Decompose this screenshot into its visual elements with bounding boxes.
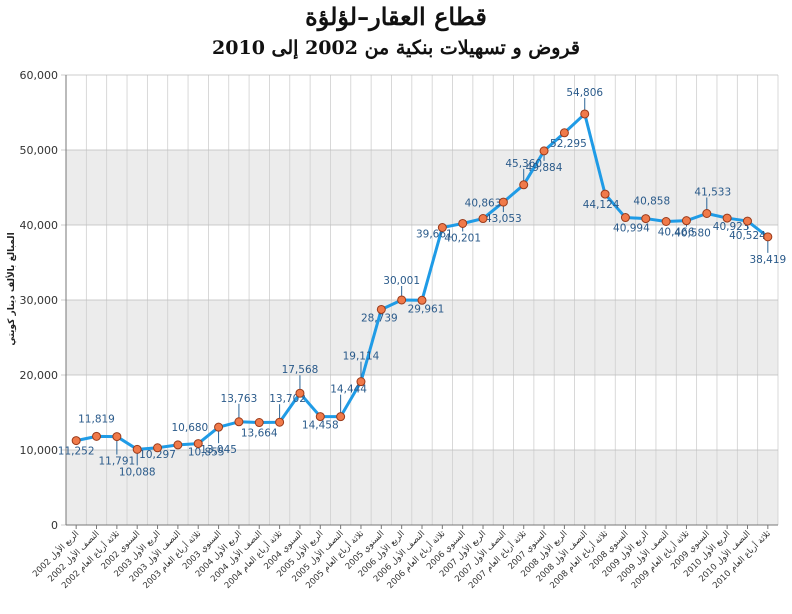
data-point: [478, 214, 488, 224]
data-point: [661, 217, 671, 227]
data-point: [498, 197, 508, 207]
data-label: 11,252: [58, 446, 95, 458]
data-point: [315, 412, 325, 422]
data-label: 19,114: [343, 351, 380, 363]
data-label: 13,664: [241, 428, 278, 440]
data-point: [193, 439, 203, 449]
data-label: 13,045: [200, 444, 237, 456]
data-point: [519, 180, 529, 190]
y-tick-label: 20,000: [20, 369, 59, 382]
data-label: 10,088: [119, 466, 156, 478]
chart-subtitle: قروض و تسهيلات بنكية من 2002 إلى 2010: [212, 37, 580, 59]
data-label: 40,858: [633, 196, 670, 208]
data-point: [600, 189, 610, 199]
data-label: 45,360: [505, 158, 542, 170]
y-tick-label: 40,000: [20, 219, 59, 232]
data-label: 54,806: [566, 87, 603, 99]
data-point: [295, 388, 305, 398]
data-label: 11,819: [78, 413, 115, 425]
data-point: [437, 223, 447, 233]
data-point: [458, 218, 468, 228]
data-point: [112, 432, 122, 442]
data-label: 40,863: [465, 198, 502, 210]
data-point: [376, 304, 386, 314]
data-label: 14,458: [302, 420, 339, 432]
data-label: 38,419: [749, 254, 786, 266]
chart-title: قطاع العقار–لؤلؤة: [305, 2, 487, 31]
data-label: 40,580: [674, 228, 711, 240]
data-point: [356, 377, 366, 387]
data-point: [702, 209, 712, 219]
data-point: [336, 412, 346, 422]
data-point: [254, 418, 264, 428]
data-point: [580, 109, 590, 119]
data-point: [71, 436, 81, 446]
data-label: 10,855: [188, 447, 225, 459]
data-label: 40,994: [613, 223, 650, 235]
data-label: 44,124: [583, 199, 620, 211]
data-label: 40,524: [729, 230, 766, 242]
data-label: 52,295: [550, 138, 587, 150]
data-point: [620, 213, 630, 223]
data-point: [742, 216, 752, 226]
grid-band: [66, 300, 778, 375]
y-tick-label: 0: [51, 519, 58, 532]
y-tick-label: 50,000: [20, 144, 59, 157]
data-point: [539, 146, 549, 156]
data-point: [722, 213, 732, 223]
data-point: [234, 417, 244, 427]
data-point: [92, 431, 102, 441]
data-point: [417, 295, 427, 305]
data-label: 41,533: [694, 187, 731, 199]
data-label: 10,680: [172, 422, 209, 434]
data-label: 30,001: [383, 275, 420, 287]
data-label: 28,739: [361, 312, 398, 324]
grid-band: [66, 150, 778, 225]
data-label: 17,568: [282, 364, 319, 376]
data-label: 43,053: [485, 213, 522, 225]
y-tick-label: 10,000: [20, 444, 59, 457]
data-point: [641, 214, 651, 224]
data-label: 13,763: [221, 393, 258, 405]
grid-band: [66, 450, 778, 525]
y-tick-label: 30,000: [20, 294, 59, 307]
y-tick-label: 60,000: [20, 69, 59, 82]
data-point: [763, 232, 773, 242]
data-point: [275, 417, 285, 427]
data-point: [681, 216, 691, 226]
data-label: 29,961: [408, 303, 445, 315]
data-label: 40,923: [713, 221, 750, 233]
data-point: [214, 422, 224, 432]
data-point: [132, 444, 142, 454]
data-label: 14,444: [330, 384, 367, 396]
data-point: [397, 295, 407, 305]
data-label: 40,466: [658, 227, 695, 239]
data-point: [559, 128, 569, 138]
data-label: 49,884: [526, 162, 563, 174]
data-label: 10,297: [139, 449, 176, 461]
data-point: [173, 440, 183, 450]
data-label: 40,201: [444, 232, 481, 244]
data-label: 11,791: [98, 456, 135, 468]
data-point: [153, 443, 163, 453]
